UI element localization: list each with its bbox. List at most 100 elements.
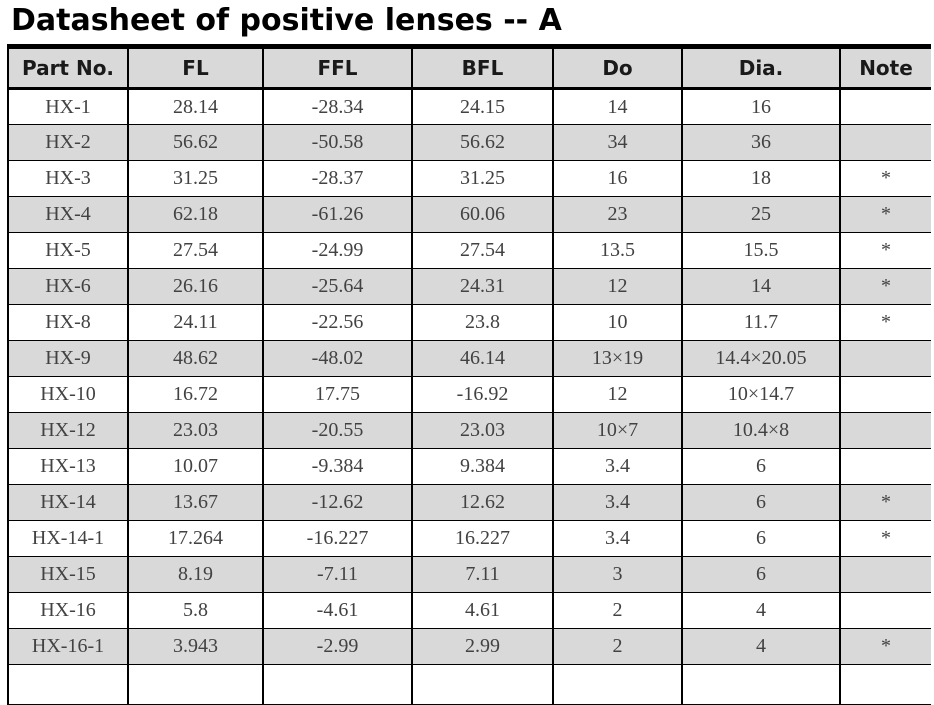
part-no-cell: HX-14-1 [7,520,128,557]
dia-cell: 10×14.7 [681,376,840,413]
table-row: HX-10 16.72 17.75 -16.92 12 10×14.7 [7,376,931,413]
dia-cell: 6 [681,520,840,557]
ffl-cell: -22.56 [262,304,412,341]
table-cell [7,664,128,705]
ffl-cell: -50.58 [262,124,412,161]
fl-cell: 10.07 [127,448,263,485]
ffl-cell: -4.61 [262,592,412,629]
do-cell: 12 [552,268,682,305]
part-no-cell: HX-10 [7,376,128,413]
dia-cell: 10.4×8 [681,412,840,449]
ffl-cell: -28.34 [262,88,412,125]
header-row: Part No. FL FFL BFL Do Dia. Note [7,44,931,90]
part-no-cell: HX-14 [7,484,128,521]
lens-datasheet-table: Part No. FL FFL BFL Do Dia. Note HX-1 28.… [7,44,931,705]
dia-cell: 4 [681,628,840,665]
part-no-cell: HX-6 [7,268,128,305]
table-row: HX-5 27.54 -24.99 27.54 13.5 15.5 * [7,232,931,269]
fl-cell: 23.03 [127,412,263,449]
part-no-cell: HX-9 [7,340,128,377]
note-cell [839,412,931,449]
column-header-do: Do [552,44,682,90]
fl-cell: 28.14 [127,88,263,125]
note-cell [839,556,931,593]
note-cell: * [839,196,931,233]
ffl-cell: -28.37 [262,160,412,197]
column-header-fl: FL [127,44,263,90]
fl-cell: 24.11 [127,304,263,341]
ffl-cell: -7.11 [262,556,412,593]
bfl-cell: 2.99 [411,628,553,665]
table-row: HX-8 24.11 -22.56 23.8 10 11.7 * [7,304,931,341]
fl-cell: 27.54 [127,232,263,269]
part-no-cell: HX-16-1 [7,628,128,665]
bfl-cell: 31.25 [411,160,553,197]
ffl-cell: -48.02 [262,340,412,377]
note-cell: * [839,268,931,305]
dia-cell: 15.5 [681,232,840,269]
dia-cell: 4 [681,592,840,629]
bfl-cell: 4.61 [411,592,553,629]
do-cell: 23 [552,196,682,233]
bfl-cell: 24.31 [411,268,553,305]
do-cell: 13×19 [552,340,682,377]
note-cell: * [839,232,931,269]
bfl-cell: 23.03 [411,412,553,449]
part-no-cell: HX-13 [7,448,128,485]
fl-cell: 8.19 [127,556,263,593]
note-cell [839,88,931,125]
bfl-cell: 16.227 [411,520,553,557]
part-no-cell: HX-8 [7,304,128,341]
do-cell: 3.4 [552,484,682,521]
note-cell: * [839,304,931,341]
table-row: HX-13 10.07 -9.384 9.384 3.4 6 [7,448,931,485]
bfl-cell: 12.62 [411,484,553,521]
page-title: Datasheet of positive lenses -- A [11,3,562,38]
note-cell [839,448,931,485]
dia-cell: 6 [681,556,840,593]
dia-cell: 6 [681,484,840,521]
ffl-cell: -20.55 [262,412,412,449]
note-cell: * [839,520,931,557]
do-cell: 10×7 [552,412,682,449]
bfl-cell: 46.14 [411,340,553,377]
fl-cell: 17.264 [127,520,263,557]
do-cell: 3.4 [552,520,682,557]
bfl-cell: -16.92 [411,376,553,413]
table-row: HX-14-1 17.264 -16.227 16.227 3.4 6 * [7,520,931,557]
ffl-cell: -16.227 [262,520,412,557]
part-no-cell: HX-16 [7,592,128,629]
table-cell [839,664,931,705]
do-cell: 34 [552,124,682,161]
table-body: HX-1 28.14 -28.34 24.15 14 16 HX-2 56.62 -50.58 5… [7,88,931,705]
column-header-note: Note [839,44,931,90]
dia-cell: 25 [681,196,840,233]
part-no-cell: HX-15 [7,556,128,593]
dia-cell: 16 [681,88,840,125]
do-cell: 3 [552,556,682,593]
note-cell [839,340,931,377]
fl-cell: 48.62 [127,340,263,377]
ffl-cell: -12.62 [262,484,412,521]
part-no-cell: HX-4 [7,196,128,233]
table-row: HX-16 5.8 -4.61 4.61 2 4 [7,592,931,629]
note-cell [839,376,931,413]
do-cell: 12 [552,376,682,413]
do-cell: 3.4 [552,448,682,485]
ffl-cell: -25.64 [262,268,412,305]
fl-cell: 62.18 [127,196,263,233]
table-cell [262,664,412,705]
table-row: HX-9 48.62 -48.02 46.14 13×19 14.4×20.05 [7,340,931,377]
table-row: HX-1 28.14 -28.34 24.15 14 16 [7,88,931,125]
fl-cell: 26.16 [127,268,263,305]
do-cell: 10 [552,304,682,341]
table-row: HX-12 23.03 -20.55 23.03 10×7 10.4×8 [7,412,931,449]
dia-cell: 14.4×20.05 [681,340,840,377]
part-no-cell: HX-1 [7,88,128,125]
part-no-cell: HX-5 [7,232,128,269]
do-cell: 13.5 [552,232,682,269]
part-no-cell: HX-2 [7,124,128,161]
table-row: HX-14 13.67 -12.62 12.62 3.4 6 * [7,484,931,521]
note-cell: * [839,628,931,665]
fl-cell: 3.943 [127,628,263,665]
